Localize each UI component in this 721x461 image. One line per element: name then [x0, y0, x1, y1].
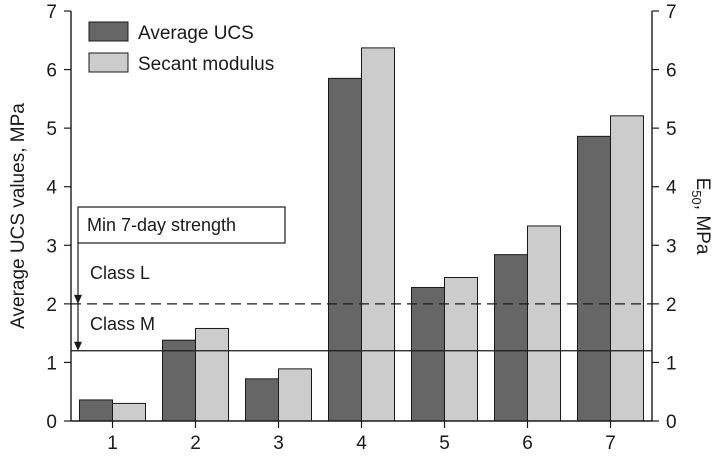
annotations: Min 7-day strength Class L Class M: [74, 206, 286, 351]
y2-tick-label-5: 5: [666, 119, 677, 140]
x-tick-label-5: 5: [439, 433, 450, 454]
bar-secant-modulus-2: [195, 327, 229, 422]
bar-secant-modulus-7: [610, 115, 644, 422]
y-tick-label-0: 0: [46, 412, 57, 433]
y-tick-label-6: 6: [46, 61, 57, 82]
bar-secant-modulus-6: [527, 225, 561, 422]
y2-tick-label-0: 0: [666, 412, 677, 433]
x-tick-label-2: 2: [190, 433, 201, 454]
y-tick-label-3: 3: [46, 236, 57, 257]
y2-tick-label-6: 6: [666, 61, 677, 82]
ticks-group: 0 0 1 1 2 2 3 3 4 4 5 5 6 6 7 7 1 2 3 4 5 6 7: [46, 2, 677, 454]
y-tick-label-2: 2: [46, 295, 57, 316]
bar-average-ucs-3: [245, 378, 279, 422]
y-tick-label-4: 4: [46, 178, 57, 199]
x-tick-label-3: 3: [273, 433, 284, 454]
y2-tick-label-2: 2: [666, 295, 677, 316]
y2-tick-label-7: 7: [666, 2, 677, 23]
bar-secant-modulus-4: [361, 47, 395, 422]
x-tick-label-4: 4: [356, 433, 367, 454]
reference-lines: [71, 303, 652, 352]
bar-secant-modulus-3: [278, 368, 312, 422]
y-tick-label-5: 5: [46, 119, 57, 140]
y2-axis-title-rest: , MPa: [692, 205, 713, 255]
arrow-head-class-l: [74, 294, 82, 304]
min-strength-box: [77, 206, 286, 244]
bar-secant-modulus-1: [112, 402, 146, 422]
bar-average-ucs-7: [577, 135, 611, 422]
y2-tick-label-1: 1: [666, 353, 677, 374]
bar-average-ucs-6: [494, 254, 528, 422]
y-tick-label-7: 7: [46, 2, 57, 23]
x-tick-label-7: 7: [605, 433, 616, 454]
y2-axis-title: E50, MPa: [689, 178, 713, 255]
x-tick-label-1: 1: [107, 433, 118, 454]
y2-tick-label-3: 3: [666, 236, 677, 257]
y-axis-title: Average UCS values, MPa: [8, 103, 29, 329]
bar-secant-modulus-5: [444, 277, 478, 422]
y2-tick-label-4: 4: [666, 178, 677, 199]
class-l-label: Class L: [90, 263, 150, 283]
legend: Average UCS Secant modulus: [88, 21, 274, 75]
legend-label-average-ucs: Average UCS: [138, 23, 254, 44]
bar-average-ucs-1: [79, 399, 113, 422]
x-tick-label-6: 6: [522, 433, 533, 454]
legend-swatch-secant-modulus: [88, 52, 129, 73]
bar-average-ucs-2: [162, 339, 196, 422]
bars-group: [79, 47, 644, 422]
y-tick-label-1: 1: [46, 353, 57, 374]
bar-average-ucs-4: [328, 77, 362, 422]
bar-average-ucs-5: [411, 286, 445, 422]
min-strength-label: Min 7-day strength: [87, 215, 236, 235]
arrow-head-class-m: [74, 341, 82, 351]
legend-swatch-average-ucs: [88, 21, 129, 42]
y2-axis-title-sub: 50: [689, 190, 704, 204]
y2-axis-title-main: E: [692, 178, 713, 191]
class-m-label: Class M: [90, 314, 155, 334]
legend-label-secant-modulus: Secant modulus: [138, 54, 274, 75]
